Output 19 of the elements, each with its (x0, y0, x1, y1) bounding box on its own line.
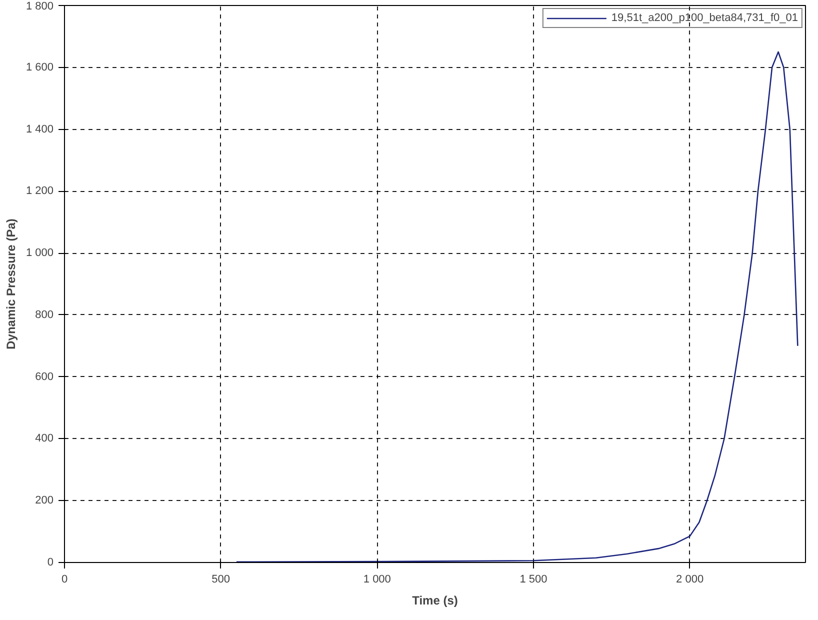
y-tick-label: 1 200 (26, 185, 54, 198)
y-tick-label: 800 (35, 308, 54, 321)
y-tick-label: 1 600 (26, 61, 54, 74)
x-tick-label: 1 500 (520, 574, 548, 586)
x-tick-label: 1 000 (363, 574, 391, 586)
x-tick-label: 0 (61, 574, 68, 586)
y-tick-label: 1 400 (26, 123, 54, 136)
y-tick-label: 1 000 (26, 247, 54, 260)
y-tick-label: 200 (35, 494, 54, 507)
x-tick-label: 2 000 (676, 574, 704, 586)
y-axis-title: Dynamic Pressure (Pa) (4, 218, 18, 350)
y-tick-label: 0 (47, 556, 54, 568)
x-axis-title: Time (s) (412, 594, 458, 608)
y-tick-label: 600 (35, 370, 54, 383)
y-tick-label: 400 (35, 432, 54, 445)
text: 19,51t_a200_p100_beta84,731_f0_01 (611, 12, 798, 24)
y-tick-label: 1 800 (26, 0, 54, 12)
x-tick-label: 500 (212, 574, 230, 586)
line-series (236, 51, 798, 562)
